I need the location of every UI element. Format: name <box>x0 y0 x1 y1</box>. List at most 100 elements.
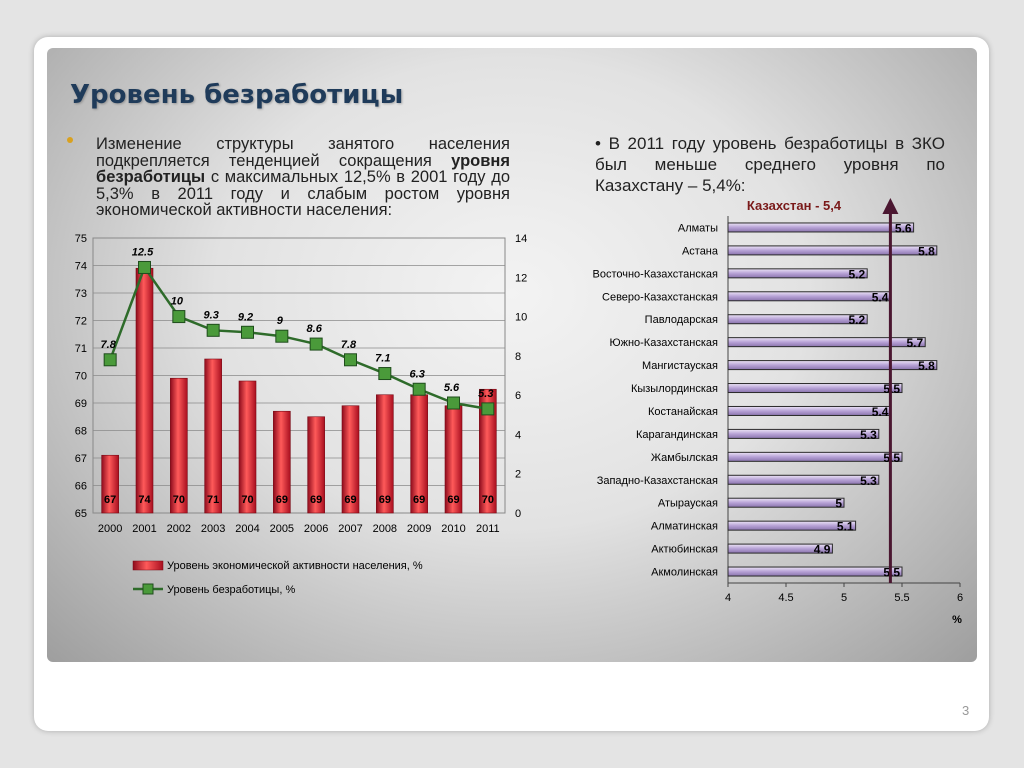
bar <box>479 388 497 514</box>
y-left-tick-label: 72 <box>75 316 87 328</box>
hbar <box>727 337 926 348</box>
hbar <box>727 360 938 371</box>
y-right-tick-label: 14 <box>515 233 527 245</box>
x-tick-label: 2009 <box>407 523 431 535</box>
x-tick-label: 2007 <box>338 523 362 535</box>
slide-title: Уровень безработицы <box>70 80 404 110</box>
hbar-category-label: Южно-Казахстанская <box>609 337 718 349</box>
x-tick-label: 2003 <box>201 523 225 535</box>
hbar-category-label: Алматинская <box>651 521 718 533</box>
hbar-category-label: Акмолинская <box>651 567 718 579</box>
line-marker <box>344 353 357 367</box>
bar-data-label: 69 <box>379 494 391 506</box>
hbar-category-label: Актюбинская <box>651 544 718 556</box>
hbar <box>727 566 903 577</box>
hbar-data-label: 5.6 <box>895 221 912 235</box>
legend-bar-label: Уровень экономической активности населен… <box>167 560 423 572</box>
slide-panel <box>47 48 977 662</box>
bar-data-label: 70 <box>173 494 185 506</box>
hbar-data-label: 5.3 <box>860 428 877 442</box>
bar <box>273 410 291 514</box>
y-left-tick-label: 66 <box>75 481 87 493</box>
hbar <box>727 245 938 256</box>
bar <box>341 405 360 514</box>
hbar-data-label: 5.8 <box>918 244 935 258</box>
hbar <box>727 497 845 508</box>
emphasis-text: уровня безработицы <box>96 151 510 186</box>
y-left-tick-label: 70 <box>75 371 87 383</box>
y-right-tick-label: 0 <box>515 508 521 520</box>
bar-data-label: 70 <box>482 494 494 506</box>
y-left-tick-label: 67 <box>75 453 87 465</box>
hbar-category-label: Алматы <box>678 222 718 234</box>
hbar <box>727 451 903 462</box>
left-paragraph: Изменение структуры занятого населения п… <box>96 135 510 219</box>
page-number: 3 <box>962 703 970 718</box>
hbar-category-label: Карагандинская <box>636 429 718 441</box>
line-marker <box>172 310 186 324</box>
line-data-label: 7.8 <box>341 339 357 351</box>
hbar-data-label: 5.4 <box>872 405 889 419</box>
x-tick-label: 2010 <box>441 523 465 535</box>
hbar-data-label: 5.1 <box>837 520 854 534</box>
y-right-tick-label: 4 <box>515 429 521 441</box>
hbar <box>727 268 868 279</box>
line-data-label: 9.3 <box>204 309 219 321</box>
hbar-data-label: 4.9 <box>814 543 831 557</box>
bar <box>376 394 394 514</box>
hbar-x-tick-label: 5.5 <box>894 592 909 604</box>
legend-line-label: Уровень безработицы, % <box>167 584 295 596</box>
x-tick-label: 2001 <box>132 523 156 535</box>
hbar-category-label: Жамбылская <box>651 452 718 464</box>
bar-data-label: 69 <box>447 494 459 506</box>
hbar-x-axis-label: % <box>952 614 962 626</box>
y-right-tick-label: 10 <box>515 312 527 324</box>
y-left-tick-label: 69 <box>75 398 87 410</box>
line-data-label: 12.5 <box>132 246 154 258</box>
bar-data-label: 69 <box>344 494 356 506</box>
hbar-x-tick-label: 5 <box>841 592 847 604</box>
line-data-label: 9 <box>277 315 284 327</box>
bar-data-label: 69 <box>276 494 288 506</box>
hbar <box>727 314 868 325</box>
bullet-dot-icon <box>67 137 73 143</box>
line-data-label: 7.1 <box>375 353 390 365</box>
hbar-category-label: Кызылординская <box>631 383 718 395</box>
hbar-data-label: 5.3 <box>860 474 877 488</box>
hbar-category-label: Западно-Казахстанская <box>597 475 718 487</box>
bar-data-label: 69 <box>310 494 322 506</box>
x-tick-label: 2000 <box>98 523 122 535</box>
line-marker <box>103 353 117 367</box>
x-tick-label: 2011 <box>476 523 500 535</box>
hbar <box>727 543 833 554</box>
hbar <box>727 474 880 485</box>
bar <box>170 377 188 514</box>
hbar-data-label: 5.7 <box>907 336 924 350</box>
hbar-category-label: Атырауская <box>658 498 718 510</box>
bar <box>204 358 222 514</box>
hbar-data-label: 5 <box>835 497 842 511</box>
x-tick-label: 2002 <box>167 523 191 535</box>
hbar-category-label: Мангистауская <box>642 360 718 372</box>
hbar <box>727 383 903 394</box>
line-marker <box>378 367 392 381</box>
y-right-tick-label: 6 <box>515 390 521 402</box>
bar <box>135 267 154 514</box>
line-data-label: 6.3 <box>410 368 425 380</box>
y-left-tick-label: 73 <box>75 288 87 300</box>
bar-data-label: 70 <box>241 494 253 506</box>
legend-bar-swatch <box>132 560 164 571</box>
line-data-label: 5.3 <box>478 388 493 400</box>
hbar-category-label: Павлодарская <box>645 314 718 326</box>
x-tick-label: 2006 <box>304 523 328 535</box>
hbar <box>727 222 915 233</box>
hbar <box>727 291 891 302</box>
bar-data-label: 71 <box>207 494 219 506</box>
hbar-data-label: 5.2 <box>849 267 866 281</box>
y-right-tick-label: 8 <box>515 351 521 363</box>
hbar-x-tick-label: 4.5 <box>778 592 793 604</box>
x-tick-label: 2004 <box>235 523 259 535</box>
legend-line-marker <box>142 583 154 595</box>
bar <box>238 380 257 514</box>
hbar <box>727 405 891 416</box>
